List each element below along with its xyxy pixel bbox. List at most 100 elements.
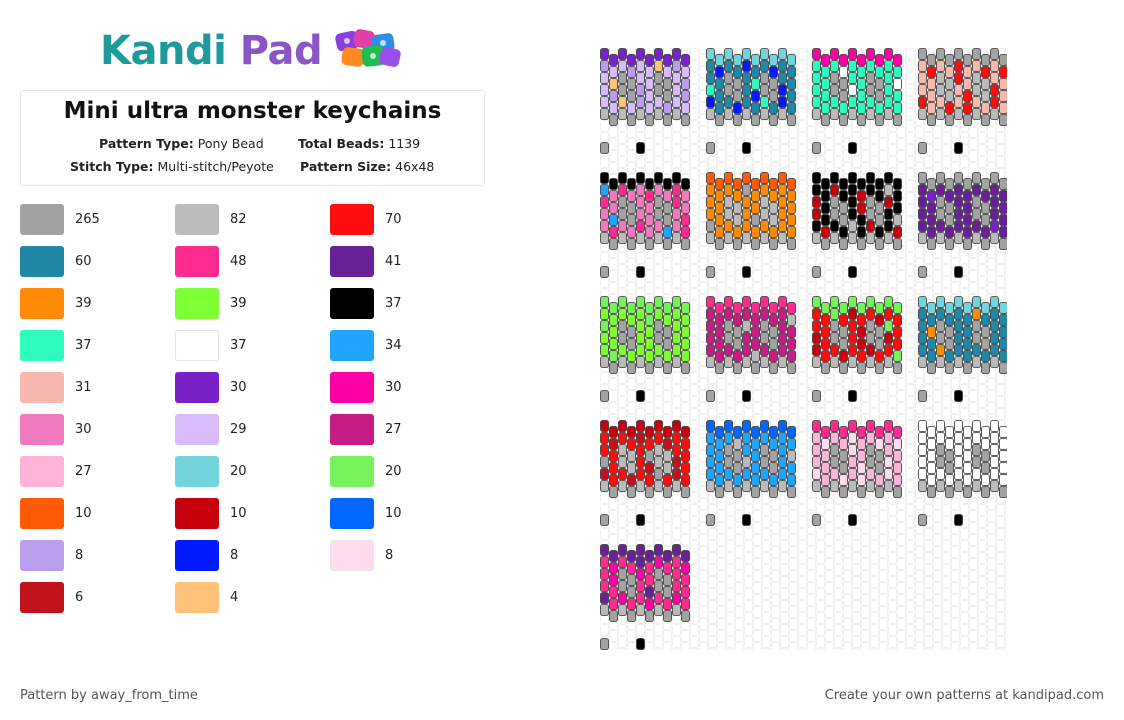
palette-swatch-count: 27	[75, 463, 92, 479]
pattern-size-label: Pattern Size:	[300, 159, 392, 174]
palette-swatch-count: 37	[75, 337, 92, 353]
palette-swatch-count: 10	[75, 505, 92, 521]
palette-swatch-count: 60	[75, 253, 92, 269]
palette-swatch	[175, 245, 219, 277]
keychain-pattern	[918, 172, 1007, 278]
palette-swatch-count: 20	[385, 463, 402, 479]
palette-swatch	[330, 539, 374, 571]
logo-word-kandi: Kandi	[100, 28, 227, 74]
keychain-pattern	[918, 48, 1007, 154]
palette-swatch-item: 10	[20, 497, 92, 529]
keychain-pattern	[918, 420, 1007, 526]
pattern-type-label: Pattern Type:	[99, 136, 194, 151]
palette-swatch-count: 29	[230, 421, 247, 437]
palette-swatch-item: 6	[20, 581, 83, 613]
palette-swatch-count: 265	[75, 211, 100, 227]
palette-swatch-item: 27	[20, 455, 92, 487]
palette-swatch-item: 10	[175, 497, 247, 529]
bead-pattern-grid[interactable]	[600, 48, 1007, 650]
palette-swatch-item: 30	[20, 413, 92, 445]
palette-swatch-item: 20	[330, 455, 402, 487]
palette-swatch-count: 37	[230, 337, 247, 353]
palette-swatch	[330, 329, 374, 361]
pattern-info-card: Mini ultra monster keychains Pattern Typ…	[20, 90, 485, 186]
total-beads-label: Total Beads:	[298, 136, 385, 151]
pattern-type: Pattern Type: Pony Bead	[99, 136, 264, 151]
stitch-type-label: Stitch Type:	[70, 159, 154, 174]
palette-swatch	[20, 203, 64, 235]
total-beads: Total Beads: 1139	[298, 136, 420, 151]
keychain-pattern	[600, 172, 690, 278]
keychain-pattern	[918, 296, 1007, 402]
palette-swatch-count: 39	[230, 295, 247, 311]
keychain-pattern	[600, 420, 690, 526]
logo-wordmark: Kandi Pad	[100, 28, 323, 74]
palette-swatch-item: 27	[330, 413, 402, 445]
keychain-pattern	[812, 420, 902, 526]
palette-swatch-count: 82	[230, 211, 247, 227]
palette-swatch-item: 39	[175, 287, 247, 319]
palette-swatch-item: 8	[20, 539, 83, 571]
palette-swatch-count: 30	[385, 379, 402, 395]
palette-swatch-count: 8	[75, 547, 84, 563]
palette-swatch-item: 37	[175, 329, 247, 361]
palette-swatch-item: 70	[330, 203, 402, 235]
palette-swatch	[175, 455, 219, 487]
palette-swatch	[175, 287, 219, 319]
color-palette: 265 82 70 60 48 41 39 39 37 37 37 34 31 30 30 30 29 27 27 2…	[20, 203, 490, 623]
keychain-pattern	[706, 296, 796, 402]
total-beads-value: 1139	[388, 136, 421, 151]
keychain-pattern	[706, 48, 796, 154]
palette-swatch-item: 10	[330, 497, 402, 529]
keychain-pattern	[812, 172, 902, 278]
palette-swatch	[175, 371, 219, 403]
palette-swatch-item: 30	[330, 371, 402, 403]
palette-swatch-item: 265	[20, 203, 100, 235]
palette-swatch-item: 41	[330, 245, 402, 277]
keychain-pattern	[706, 172, 796, 278]
palette-swatch-item: 37	[20, 329, 92, 361]
palette-swatch-count: 31	[75, 379, 92, 395]
pattern-type-value: Pony Bead	[197, 136, 264, 151]
keychain-pattern	[812, 296, 902, 402]
bead-pattern-canvas[interactable]	[600, 48, 1007, 650]
palette-swatch	[20, 539, 64, 571]
palette-swatch	[20, 497, 64, 529]
palette-swatch-item: 48	[175, 245, 247, 277]
palette-swatch	[330, 203, 374, 235]
keychain-pattern	[600, 48, 690, 154]
palette-swatch	[175, 581, 219, 613]
palette-swatch-count: 30	[75, 421, 92, 437]
palette-swatch-item: 37	[330, 287, 402, 319]
palette-swatch-count: 30	[230, 379, 247, 395]
palette-swatch	[20, 245, 64, 277]
kandipad-logo[interactable]: Kandi Pad	[100, 26, 410, 76]
pattern-author[interactable]: Pattern by away_from_time	[20, 688, 198, 703]
logo-beads-icon	[335, 29, 401, 67]
palette-swatch	[20, 329, 64, 361]
palette-swatch-item: 4	[175, 581, 238, 613]
pattern-title: Mini ultra monster keychains	[63, 98, 442, 124]
palette-swatch-count: 20	[230, 463, 247, 479]
palette-swatch-item: 20	[175, 455, 247, 487]
kandipad-promo-link[interactable]: Create your own patterns at kandipad.com	[824, 688, 1104, 703]
palette-swatch-count: 8	[385, 547, 394, 563]
palette-swatch-count: 4	[230, 589, 239, 605]
palette-swatch	[175, 203, 219, 235]
palette-swatch-count: 10	[385, 505, 402, 521]
palette-swatch-item: 82	[175, 203, 247, 235]
palette-swatch-item: 29	[175, 413, 247, 445]
palette-swatch	[20, 455, 64, 487]
palette-swatch-item: 34	[330, 329, 402, 361]
palette-swatch	[330, 455, 374, 487]
palette-swatch	[175, 497, 219, 529]
palette-swatch-count: 10	[230, 505, 247, 521]
palette-swatch	[330, 287, 374, 319]
logo-word-pad: Pad	[239, 28, 323, 74]
palette-swatch	[20, 371, 64, 403]
keychain-pattern	[812, 48, 902, 154]
palette-swatch-item: 60	[20, 245, 92, 277]
pattern-size: Pattern Size: 46x48	[300, 159, 434, 174]
palette-swatch-item: 31	[20, 371, 92, 403]
palette-swatch-count: 39	[75, 295, 92, 311]
